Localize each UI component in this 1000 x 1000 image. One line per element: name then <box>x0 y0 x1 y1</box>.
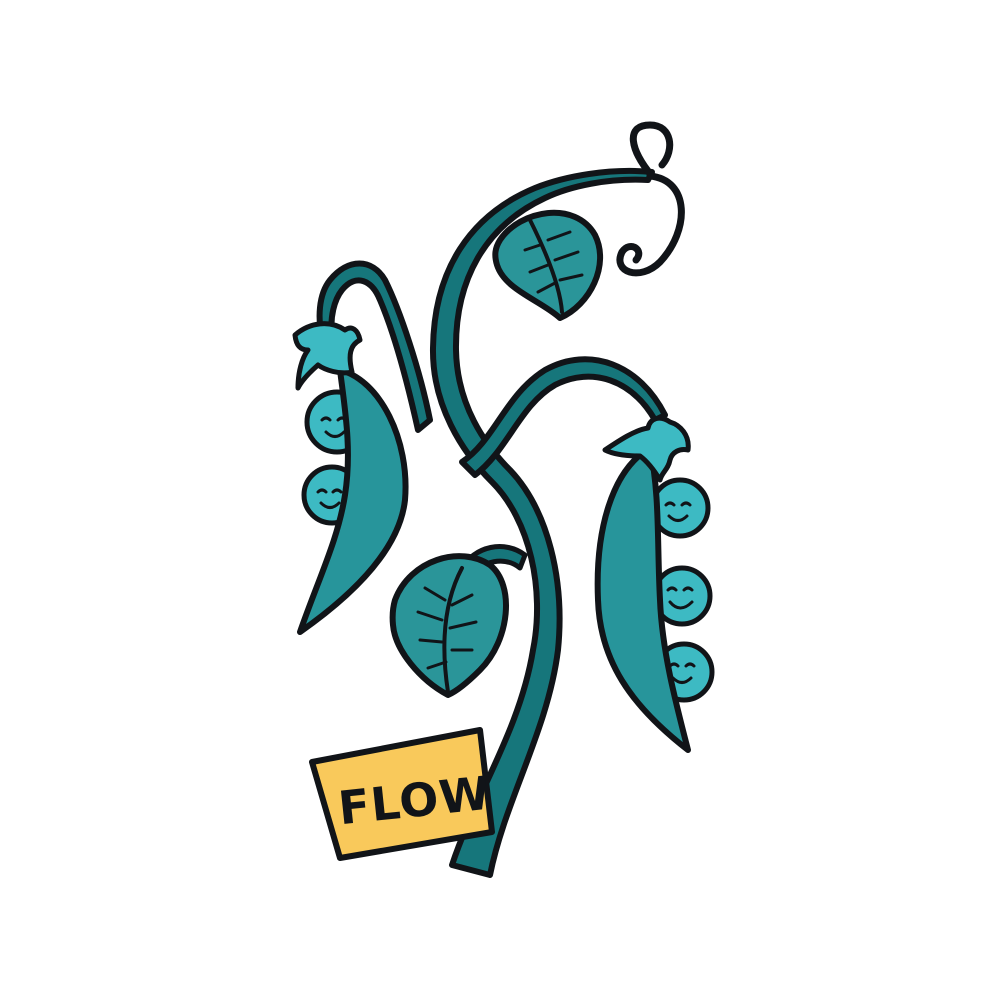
leaf-icon <box>389 553 509 698</box>
flow-sign-icon: FLOW <box>309 727 495 861</box>
pea-pod-icon <box>292 321 409 635</box>
smiling-pea-icon <box>649 477 711 539</box>
pea-pod-icon <box>594 415 715 753</box>
main-stem <box>429 167 655 878</box>
tendril <box>616 172 685 277</box>
leaf-icon <box>492 209 603 321</box>
